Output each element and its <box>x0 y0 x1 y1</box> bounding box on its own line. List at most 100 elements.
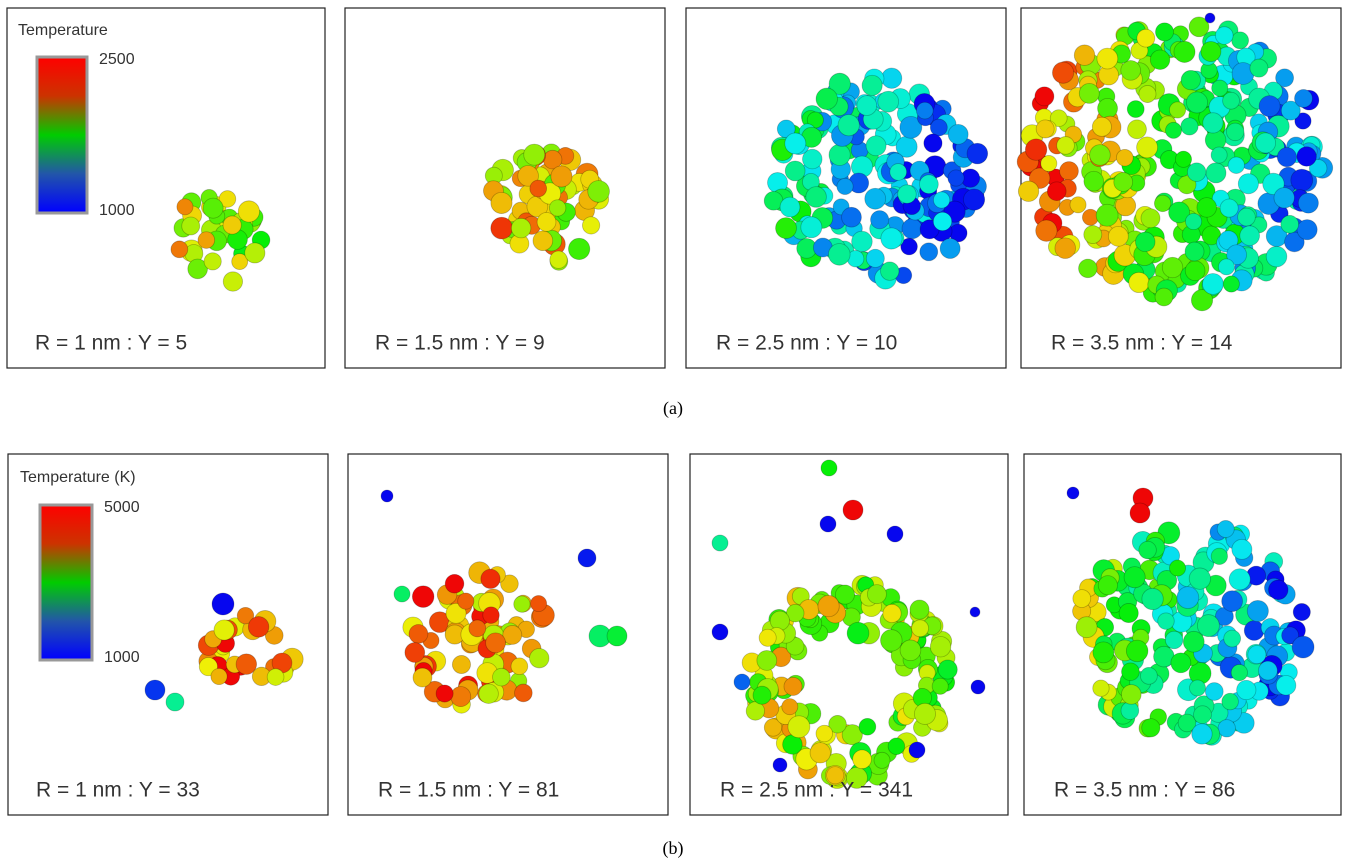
atom <box>859 718 876 735</box>
atom <box>910 600 929 619</box>
atom <box>1084 226 1102 244</box>
atom <box>785 133 806 154</box>
atom <box>1189 568 1210 589</box>
atom <box>1036 120 1054 138</box>
atom <box>1218 259 1234 275</box>
atom <box>1266 246 1287 267</box>
atom <box>865 188 886 209</box>
atom <box>530 648 549 667</box>
atom <box>1096 204 1118 226</box>
atom <box>479 684 498 703</box>
atom <box>1247 600 1268 621</box>
panel-label: R = 3.5 nm : Y = 14 <box>1051 332 1233 355</box>
atom <box>773 758 787 772</box>
atom <box>734 674 750 690</box>
atom <box>1240 226 1260 246</box>
atom <box>1187 163 1206 182</box>
caption: (a) <box>663 398 683 419</box>
atom <box>1201 42 1221 62</box>
atom <box>1119 603 1138 622</box>
atom <box>1127 101 1144 118</box>
atom <box>838 115 859 136</box>
atom <box>1169 560 1185 576</box>
atom <box>177 199 193 215</box>
atom <box>1140 667 1157 684</box>
atom <box>1139 85 1156 102</box>
atom <box>1259 96 1280 117</box>
atom <box>759 629 776 646</box>
atom <box>1222 591 1243 612</box>
atom <box>1192 724 1212 744</box>
atom <box>381 490 393 502</box>
atom <box>1248 646 1266 664</box>
legend-title: Temperature (K) <box>20 469 136 486</box>
atom <box>1197 615 1219 637</box>
atom <box>1183 631 1204 652</box>
atom <box>182 217 200 235</box>
atom <box>1165 631 1182 648</box>
atom <box>1177 587 1199 609</box>
colorbar <box>37 57 87 213</box>
atom <box>1141 209 1160 228</box>
atom <box>842 207 862 227</box>
atom <box>1093 642 1114 663</box>
atom <box>857 96 877 116</box>
legend-title: Temperature <box>18 22 108 39</box>
atom <box>1025 139 1046 160</box>
atom <box>1057 137 1075 155</box>
atom <box>452 655 470 673</box>
atom <box>578 549 596 567</box>
atom <box>1218 720 1235 737</box>
atom <box>1250 59 1268 77</box>
atom <box>1098 98 1118 118</box>
atom <box>1121 60 1141 80</box>
atom <box>909 742 925 758</box>
atom <box>1122 663 1140 681</box>
atom <box>412 586 434 608</box>
atom <box>881 630 903 652</box>
atom <box>1203 113 1223 133</box>
legend-max: 2500 <box>99 51 135 68</box>
atom <box>902 219 922 239</box>
atom <box>1229 569 1250 590</box>
atom <box>1070 197 1086 213</box>
atom <box>1137 137 1158 158</box>
atom <box>933 192 949 208</box>
atom <box>829 144 850 165</box>
atom <box>223 216 241 234</box>
atom <box>1171 653 1191 673</box>
atom <box>866 136 886 156</box>
atom <box>757 650 777 670</box>
atom <box>145 680 165 700</box>
atom <box>1211 147 1227 163</box>
atom <box>1097 48 1118 69</box>
atom <box>970 607 980 617</box>
atom <box>171 241 188 258</box>
atom <box>238 201 259 222</box>
atom <box>1121 685 1141 705</box>
atom <box>967 143 988 164</box>
atom <box>1295 90 1313 108</box>
atom <box>1186 92 1207 113</box>
atom <box>1232 32 1249 49</box>
legend-min: 1000 <box>99 202 135 219</box>
atom <box>405 643 425 663</box>
legend-min: 1000 <box>104 649 140 666</box>
atom <box>1158 613 1175 630</box>
atom <box>1185 261 1205 281</box>
atom <box>1084 171 1104 191</box>
atom <box>1181 70 1200 89</box>
atom <box>530 180 547 197</box>
atom <box>881 262 899 280</box>
atom <box>493 668 511 686</box>
atom <box>1169 102 1185 118</box>
atom <box>533 231 553 251</box>
atom <box>1162 257 1182 277</box>
atom <box>203 198 223 218</box>
atom <box>843 500 863 520</box>
atom <box>1276 676 1296 696</box>
atom <box>1130 503 1150 523</box>
atom <box>881 228 902 249</box>
atom <box>948 170 964 186</box>
atom <box>1222 693 1239 710</box>
